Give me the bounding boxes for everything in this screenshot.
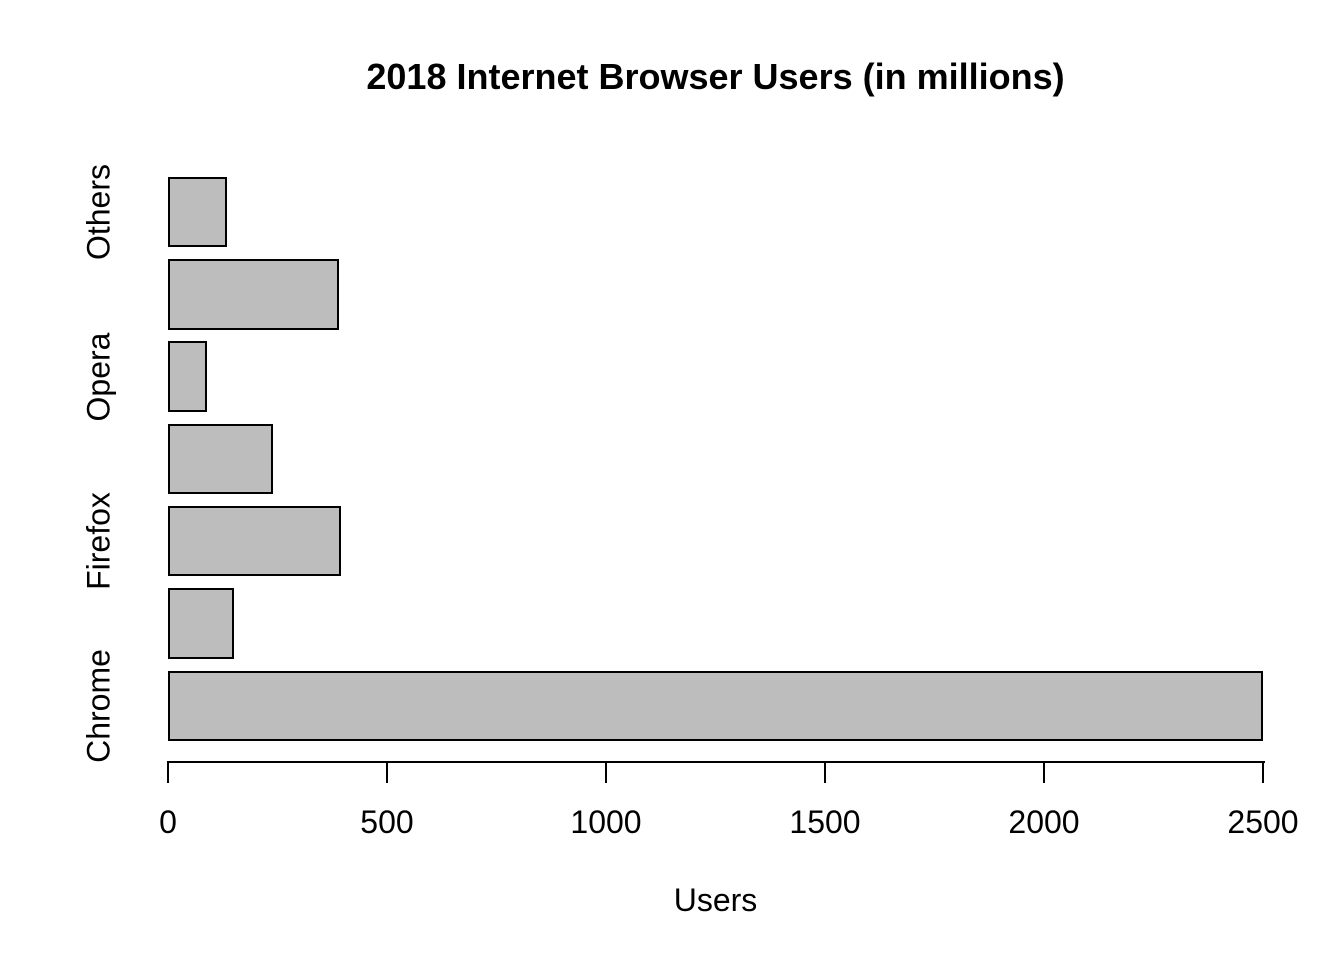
bar-unlabeled-4 [168, 423, 274, 495]
x-axis-line [167, 761, 1265, 763]
bar-opera [168, 341, 208, 412]
x-axis-tick-label-500: 500 [360, 804, 414, 840]
x-axis-tick-label-1000: 1000 [570, 804, 642, 840]
x-axis-tick-2500 [1262, 762, 1264, 783]
y-axis-label-opera: Opera [80, 332, 117, 422]
chart-title: 2018 Internet Browser Users (in millions… [366, 56, 1065, 97]
x-axis-tick-1000 [605, 762, 607, 783]
y-axis-label-chrome: Chrome [80, 648, 117, 763]
y-axis-label-others: Others [80, 163, 117, 261]
bar-unlabeled-2 [168, 588, 234, 659]
y-axis-label-firefox: Firefox [80, 492, 117, 590]
x-axis-tick-label-0: 0 [159, 804, 177, 840]
bar-unlabeled-6 [168, 259, 339, 330]
x-axis-tick-0 [167, 762, 169, 783]
x-axis-tick-500 [386, 762, 388, 783]
x-axis-tick-label-1500: 1500 [789, 804, 861, 840]
x-axis-title: Users [673, 882, 758, 918]
x-axis-tick-label-2000: 2000 [1008, 804, 1080, 840]
bar-others [168, 176, 228, 248]
x-axis-tick-1500 [824, 762, 826, 783]
x-axis-tick-2000 [1043, 762, 1045, 783]
bar-firefox [168, 505, 341, 577]
x-axis-tick-label-2500: 2500 [1227, 804, 1299, 840]
bar-chrome [168, 670, 1263, 741]
